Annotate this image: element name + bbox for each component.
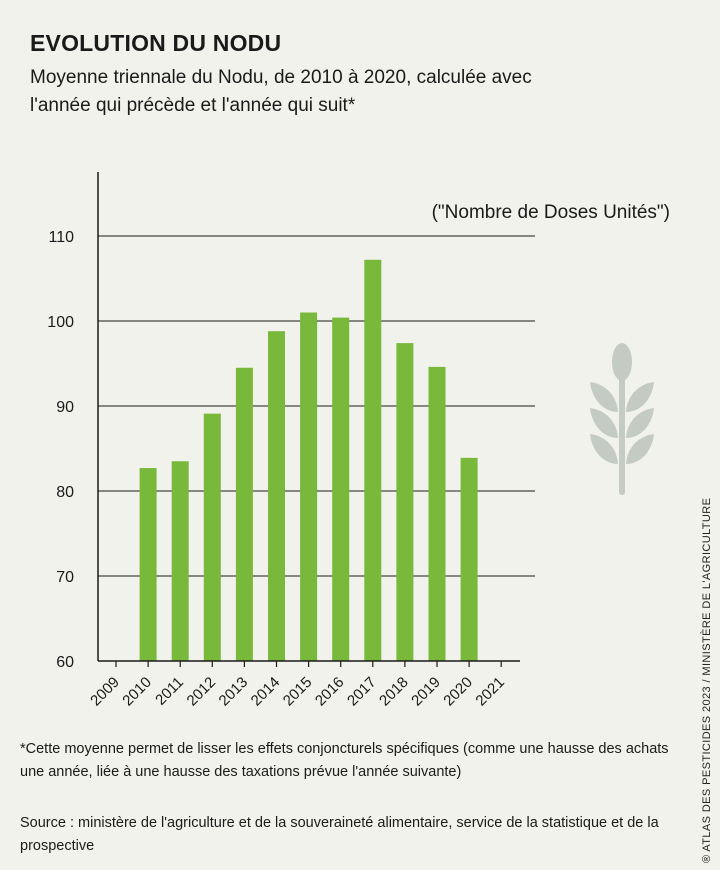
bar-2019 (428, 366, 446, 661)
bar-2018 (396, 343, 414, 661)
x-tick-labels: 2009201020112012201320142015201620172018… (87, 674, 508, 710)
x-tick-label: 2016 (312, 674, 348, 710)
x-tick-label: 2013 (216, 674, 252, 710)
x-tick-label: 2014 (248, 674, 284, 710)
x-tick-label: 2020 (440, 674, 476, 710)
chart-subtitle: Moyenne triennale du Nodu, de 2010 à 202… (30, 67, 532, 116)
bar-2016 (332, 317, 350, 661)
x-tick-label: 2012 (184, 674, 220, 710)
y-tick-label: 110 (48, 229, 74, 246)
x-tick-label: 2009 (87, 674, 123, 710)
x-tick-label: 2011 (152, 674, 187, 709)
chart-title: EVOLUTION DU NODU (30, 30, 282, 56)
x-tick-label: 2015 (280, 674, 316, 710)
x-tick-label: 2017 (344, 674, 380, 710)
y-tick-labels: 60 70 80 90 100 110 (47, 229, 74, 671)
bar-2013 (235, 367, 253, 661)
y-tick-label: 80 (56, 484, 74, 501)
wheat-icon (590, 343, 654, 495)
bars (139, 259, 478, 661)
bar-2010 (139, 468, 157, 661)
bar-2020 (460, 457, 478, 661)
axes (97, 172, 520, 667)
source-note: Source : ministère de l'agriculture et d… (20, 815, 659, 854)
unit-label: ("Nombre de Doses Unités") (432, 202, 670, 223)
y-tick-label: 100 (47, 314, 74, 331)
x-tick-label: 2018 (376, 674, 412, 710)
bar-2014 (268, 331, 285, 661)
bar-2012 (203, 413, 221, 661)
bar-2015 (300, 312, 318, 661)
bar-2011 (171, 461, 189, 661)
x-tick-label: 2010 (119, 674, 155, 710)
y-tick-label: 70 (56, 569, 74, 586)
y-tick-label: 90 (56, 399, 74, 416)
x-tick-label: 2019 (408, 674, 444, 710)
x-tick-label: 2021 (472, 674, 508, 710)
bar-2017 (364, 259, 382, 661)
y-tick-label: 60 (56, 654, 74, 671)
credit-line: ® ATLAS DES PESTICIDES 2023 / MINISTÈRE … (701, 497, 713, 863)
footnote: *Cette moyenne permet de lisser les effe… (20, 741, 669, 780)
